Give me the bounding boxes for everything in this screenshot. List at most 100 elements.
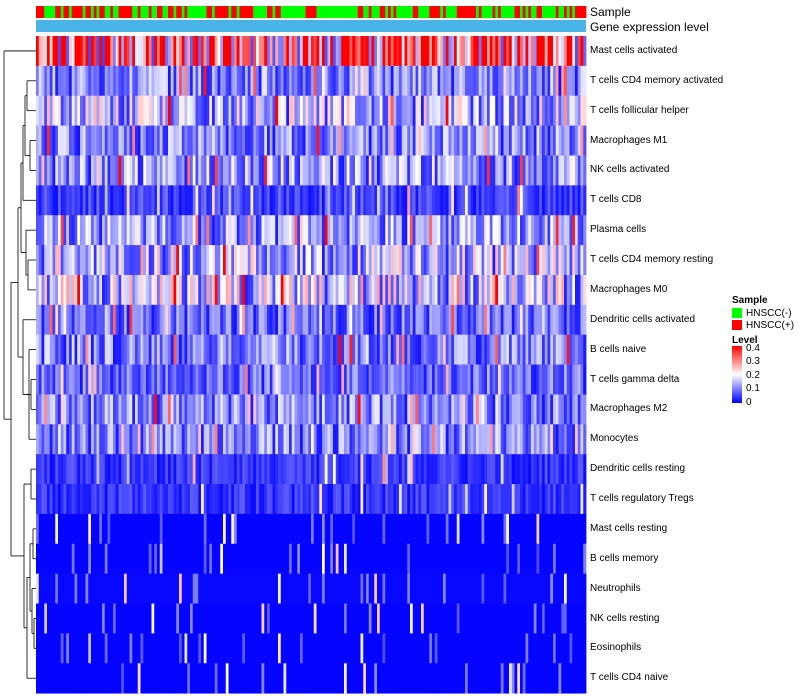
- heatmap-cell: [190, 573, 194, 604]
- heatmap-cell: [88, 663, 92, 694]
- heatmap-cell: [88, 543, 92, 575]
- sample-cell: [349, 6, 353, 18]
- heatmap-cell: [258, 543, 262, 575]
- heatmap-cell: [481, 245, 485, 276]
- heatmap-cell: [36, 484, 40, 515]
- heatmap-cell: [151, 424, 155, 455]
- heatmap-cell: [476, 215, 480, 246]
- row-label: T cells CD4 naive: [590, 672, 669, 684]
- heatmap-cell: [448, 274, 452, 306]
- heatmap-cell: [305, 573, 309, 604]
- heatmap-cell: [143, 185, 147, 216]
- heatmap-cell: [269, 245, 273, 276]
- heatmap-cell: [132, 36, 136, 67]
- heatmap-cell: [157, 245, 161, 276]
- heatmap-cell: [47, 484, 51, 515]
- row-label: T cells gamma delta: [590, 373, 680, 385]
- heatmap-cell: [542, 424, 546, 455]
- sample-cell: [338, 6, 342, 18]
- heatmap-cell: [503, 513, 507, 545]
- heatmap-cell: [550, 484, 554, 515]
- heatmap-cell: [575, 274, 579, 306]
- heatmap-cell: [209, 603, 213, 634]
- heatmap-cell: [522, 663, 526, 694]
- heatmap-cell: [448, 513, 452, 545]
- heatmap-cell: [181, 36, 185, 67]
- heatmap-cell: [192, 394, 196, 425]
- heatmap-cell: [533, 304, 537, 336]
- heatmap-cell: [66, 424, 70, 455]
- sample-cell: [522, 6, 526, 18]
- heatmap-cell: [371, 65, 375, 97]
- heatmap-cell: [575, 424, 579, 455]
- heatmap-cell: [382, 663, 386, 694]
- heatmap-cell: [140, 215, 144, 246]
- heatmap-cell: [478, 304, 482, 336]
- heatmap-cell: [489, 95, 493, 127]
- heatmap-cell: [547, 274, 551, 306]
- heatmap-cell: [473, 334, 477, 365]
- heatmap-cell: [140, 185, 144, 216]
- heatmap-cell: [201, 95, 205, 127]
- heatmap-cell: [192, 513, 196, 545]
- heatmap-cell: [41, 245, 45, 276]
- heatmap-cell: [176, 633, 180, 664]
- heatmap-cell: [272, 95, 276, 127]
- heatmap-cell: [187, 603, 191, 634]
- heatmap-cell: [190, 334, 194, 365]
- heatmap-cell: [352, 454, 356, 485]
- heatmap-cell: [300, 543, 304, 575]
- heatmap-cell: [52, 245, 56, 276]
- heatmap-cell: [91, 573, 95, 604]
- heatmap-cell: [247, 215, 251, 246]
- heatmap-cell: [96, 274, 100, 306]
- heatmap-cell: [489, 185, 493, 216]
- heatmap-cell: [511, 513, 515, 545]
- heatmap-cell: [250, 65, 254, 97]
- heatmap-cell: [49, 633, 53, 664]
- heatmap-cell: [539, 603, 543, 634]
- heatmap-cell: [96, 125, 100, 156]
- heatmap-cell: [214, 95, 218, 127]
- heatmap-cell: [220, 454, 224, 485]
- heatmap-cell: [236, 245, 240, 276]
- heatmap-cell: [476, 125, 480, 156]
- heatmap-cell: [454, 95, 458, 127]
- heatmap-cell: [451, 573, 455, 604]
- heatmap-cell: [459, 513, 463, 545]
- heatmap-cell: [569, 573, 573, 604]
- heatmap-cell: [154, 364, 158, 395]
- heatmap-cell: [198, 36, 202, 67]
- sample-cell: [253, 6, 257, 18]
- heatmap-cell: [542, 633, 546, 664]
- sample-cell: [448, 6, 452, 18]
- heatmap-cell: [77, 215, 81, 246]
- heatmap-cell: [577, 663, 581, 694]
- heatmap-cell: [162, 304, 166, 336]
- heatmap-cell: [283, 304, 287, 336]
- heatmap-cell: [267, 394, 271, 425]
- heatmap-cell: [553, 424, 557, 455]
- heatmap-cell: [399, 155, 403, 186]
- heatmap-cell: [58, 155, 62, 186]
- heatmap-cell: [253, 394, 257, 425]
- heatmap-cell: [245, 543, 249, 575]
- heatmap-cell: [220, 484, 224, 515]
- heatmap-cell: [421, 543, 425, 575]
- heatmap-cell: [509, 603, 513, 634]
- heatmap-cell: [316, 513, 320, 545]
- heatmap-cell: [154, 543, 158, 575]
- heatmap-cell: [434, 36, 438, 67]
- heatmap-cell: [206, 215, 210, 246]
- heatmap-cell: [388, 274, 392, 306]
- heatmap-cell: [333, 484, 337, 515]
- heatmap-cell: [514, 95, 518, 127]
- sample-cell: [99, 6, 103, 18]
- heatmap-cell: [44, 274, 48, 306]
- heatmap-cell: [283, 633, 287, 664]
- heatmap-cell: [363, 364, 367, 395]
- heatmap-cell: [239, 424, 243, 455]
- heatmap-cell: [236, 185, 240, 216]
- heatmap-cell: [184, 603, 188, 634]
- heatmap-cell: [217, 95, 221, 127]
